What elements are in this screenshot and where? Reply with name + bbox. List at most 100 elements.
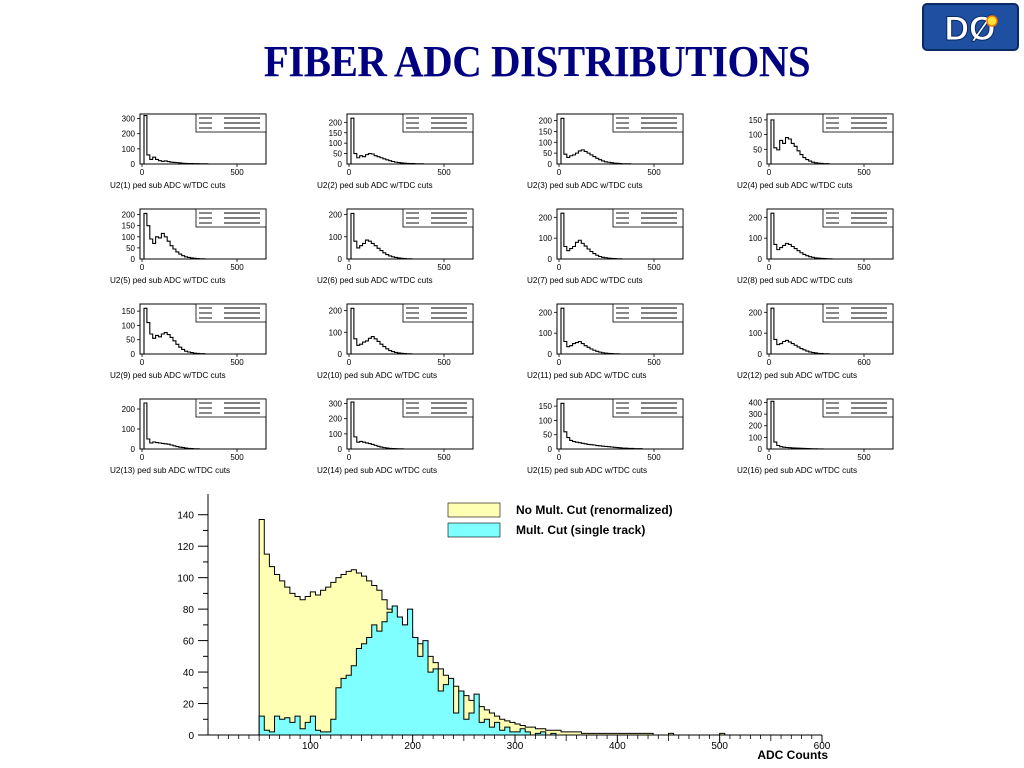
x-tick-label: 300: [507, 741, 524, 752]
small-x-tick-label: 500: [437, 453, 451, 462]
small-histogram-line: [350, 117, 467, 165]
small-x-tick-label: 0: [140, 358, 145, 367]
stats-box: [822, 113, 894, 133]
stats-box: [402, 113, 474, 133]
small-x-tick-label: 500: [857, 453, 871, 462]
small-y-tick-label: 0: [131, 445, 136, 454]
small-y-tick-label: 0: [338, 350, 343, 359]
small-y-tick-label: 0: [758, 255, 763, 264]
small-y-tick-label: 200: [539, 117, 553, 126]
small-y-tick-label: 200: [539, 213, 553, 222]
small-y-tick-label: 0: [338, 255, 343, 264]
small-x-tick-label: 500: [647, 358, 661, 367]
small-histogram: 50 100 150 00 500 U2(9) ped sub ADC w/TDC cut…: [110, 303, 267, 380]
small-histogram-line: [560, 402, 677, 450]
small-y-tick-label: 50: [126, 336, 135, 345]
small-y-tick-label: 0: [758, 350, 763, 359]
small-y-tick-label: 0: [758, 160, 763, 169]
stats-box: [612, 208, 684, 228]
stats-box: [612, 398, 684, 418]
small-x-tick-label: 500: [230, 453, 244, 462]
small-x-tick-label: 500: [647, 453, 661, 462]
small-y-tick-label: 100: [539, 416, 553, 425]
small-histogram: 50 100 150 00 500 U2(4) ped sub ADC w/TDC cut…: [737, 113, 894, 190]
small-x-tick-label: 500: [230, 168, 244, 177]
logo-star-icon: [986, 15, 998, 27]
y-tick-label: 120: [177, 542, 194, 553]
x-tick-label: 400: [609, 741, 626, 752]
small-histogram-line: [350, 307, 467, 355]
small-histogram-caption: U2(12) ped sub ADC w/TDC cuts: [737, 371, 857, 380]
small-y-tick-label: 200: [329, 211, 343, 220]
small-x-tick-label: 0: [767, 358, 772, 367]
small-x-tick-label: 500: [437, 168, 451, 177]
small-y-tick-label: 100: [329, 328, 343, 337]
small-x-tick-label: 0: [347, 168, 352, 177]
small-y-tick-label: 100: [329, 139, 343, 148]
small-y-tick-label: 0: [131, 255, 136, 264]
small-y-tick-label: 100: [329, 233, 343, 242]
small-y-tick-label: 100: [539, 234, 553, 243]
small-y-tick-label: 150: [329, 129, 343, 138]
small-y-tick-label: 50: [333, 150, 342, 159]
small-y-tick-label: 100: [749, 329, 763, 338]
small-histogram-caption: U2(4) ped sub ADC w/TDC cuts: [737, 181, 853, 190]
small-y-tick-label: 200: [749, 308, 763, 317]
small-histogram-line: [143, 402, 260, 450]
small-histogram-caption: U2(7) ped sub ADC w/TDC cuts: [527, 276, 643, 285]
x-tick-label: 500: [711, 741, 728, 752]
small-y-tick-label: 200: [122, 130, 136, 139]
small-y-tick-label: 50: [543, 431, 552, 440]
small-histogram: 100 200 00 500 U2(7) ped sub ADC w/TDC cuts: [527, 208, 684, 285]
small-y-tick-label: 200: [122, 211, 136, 220]
stats-box: [402, 303, 474, 323]
stats-box: [195, 303, 267, 323]
d0-logo: DØ: [922, 3, 1019, 51]
stats-box: [612, 113, 684, 133]
y-tick-label: 60: [183, 637, 195, 648]
small-y-tick-label: 0: [131, 350, 136, 359]
small-y-tick-label: 0: [338, 160, 343, 169]
small-x-tick-label: 0: [767, 263, 772, 272]
small-histogram-line: [350, 212, 467, 260]
small-histogram-line: [560, 307, 677, 355]
main-y-axis: 0 20 40 60 80 100 120 140: [177, 494, 209, 742]
y-tick-label: 0: [188, 731, 194, 742]
small-x-tick-label: 500: [857, 263, 871, 272]
small-x-tick-label: 0: [557, 453, 562, 462]
small-x-tick-label: 0: [347, 453, 352, 462]
small-y-tick-label: 100: [749, 131, 763, 140]
small-histogram-line: [143, 212, 260, 260]
small-x-tick-label: 0: [140, 453, 145, 462]
small-histogram-caption: U2(13) ped sub ADC w/TDC cuts: [110, 466, 230, 475]
small-histogram-caption: U2(16) ped sub ADC w/TDC cuts: [737, 466, 857, 475]
small-y-tick-label: 50: [543, 149, 552, 158]
y-tick-label: 140: [177, 511, 194, 522]
small-y-tick-label: 100: [749, 234, 763, 243]
small-histogram-line: [143, 114, 260, 165]
small-x-tick-label: 500: [647, 263, 661, 272]
small-y-tick-label: 200: [122, 405, 136, 414]
small-x-tick-label: 500: [230, 263, 244, 272]
small-histogram-caption: U2(2) ped sub ADC w/TDC cuts: [317, 181, 433, 190]
small-histogram: 100 200 00 500 U2(6) ped sub ADC w/TDC cuts: [317, 208, 474, 285]
small-y-tick-label: 150: [539, 402, 553, 411]
small-histogram-caption: U2(1) ped sub ADC w/TDC cuts: [110, 181, 226, 190]
small-y-tick-label: 50: [753, 145, 762, 154]
stats-box: [195, 113, 267, 133]
stats-box: [822, 208, 894, 228]
main-legend: No Mult. Cut (renormalized) Mult. Cut (si…: [447, 502, 673, 538]
y-tick-label: 80: [183, 605, 195, 616]
small-y-tick-label: 100: [122, 321, 136, 330]
x-tick-label: 200: [404, 741, 421, 752]
small-y-tick-label: 0: [548, 255, 553, 264]
small-y-tick-label: 100: [539, 329, 553, 338]
small-histogram-caption: U2(15) ped sub ADC w/TDC cuts: [527, 466, 647, 475]
small-histogram-caption: U2(8) ped sub ADC w/TDC cuts: [737, 276, 853, 285]
small-y-tick-label: 0: [548, 350, 553, 359]
logo-background: [922, 3, 1019, 51]
small-y-tick-label: 0: [758, 445, 763, 454]
